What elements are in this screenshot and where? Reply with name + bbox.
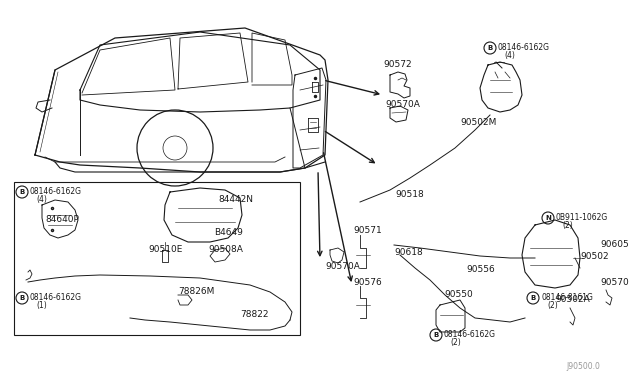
Text: 90502: 90502 [580, 252, 609, 261]
Text: B: B [531, 295, 536, 301]
Text: 0B911-1062G: 0B911-1062G [556, 213, 608, 222]
Text: (2): (2) [450, 338, 461, 347]
Text: 90550: 90550 [444, 290, 473, 299]
Text: 08146-6162G: 08146-6162G [444, 330, 496, 339]
Text: 90518: 90518 [395, 190, 424, 199]
Text: (4): (4) [36, 195, 47, 204]
Text: B: B [19, 189, 24, 195]
Text: 90556: 90556 [466, 265, 495, 274]
Text: 90570A: 90570A [385, 100, 420, 109]
Text: 08146-6162G: 08146-6162G [30, 187, 82, 196]
Text: 90572: 90572 [383, 60, 412, 69]
Text: (2): (2) [562, 221, 573, 230]
Text: 90502M: 90502M [460, 118, 497, 127]
Text: 08146-6162G: 08146-6162G [30, 293, 82, 302]
Text: 78826M: 78826M [178, 287, 214, 296]
Text: 08146-8161G: 08146-8161G [541, 293, 593, 302]
Text: (4): (4) [504, 51, 515, 60]
Text: B: B [19, 295, 24, 301]
Text: 90605: 90605 [600, 240, 628, 249]
Text: N: N [545, 215, 551, 221]
Text: 90576: 90576 [353, 278, 381, 287]
Text: 90571: 90571 [353, 226, 381, 235]
Text: 08146-6162G: 08146-6162G [498, 43, 550, 52]
Text: B4649: B4649 [214, 228, 243, 237]
Text: 90570A: 90570A [325, 262, 360, 271]
Text: (2): (2) [547, 301, 557, 310]
Text: J90500.0: J90500.0 [566, 362, 600, 371]
Bar [14, 182, 300, 335]
Text: B: B [488, 45, 493, 51]
Text: 84442N: 84442N [218, 195, 253, 204]
Text: 90570: 90570 [600, 278, 628, 287]
Text: 90618: 90618 [394, 248, 423, 257]
Text: 90502A: 90502A [555, 295, 589, 304]
Text: 78822: 78822 [240, 310, 269, 319]
Text: (1): (1) [36, 301, 47, 310]
Text: B: B [433, 332, 438, 338]
Text: 90510E: 90510E [148, 245, 182, 254]
Text: 84640P: 84640P [45, 215, 79, 224]
Text: 90508A: 90508A [208, 245, 243, 254]
